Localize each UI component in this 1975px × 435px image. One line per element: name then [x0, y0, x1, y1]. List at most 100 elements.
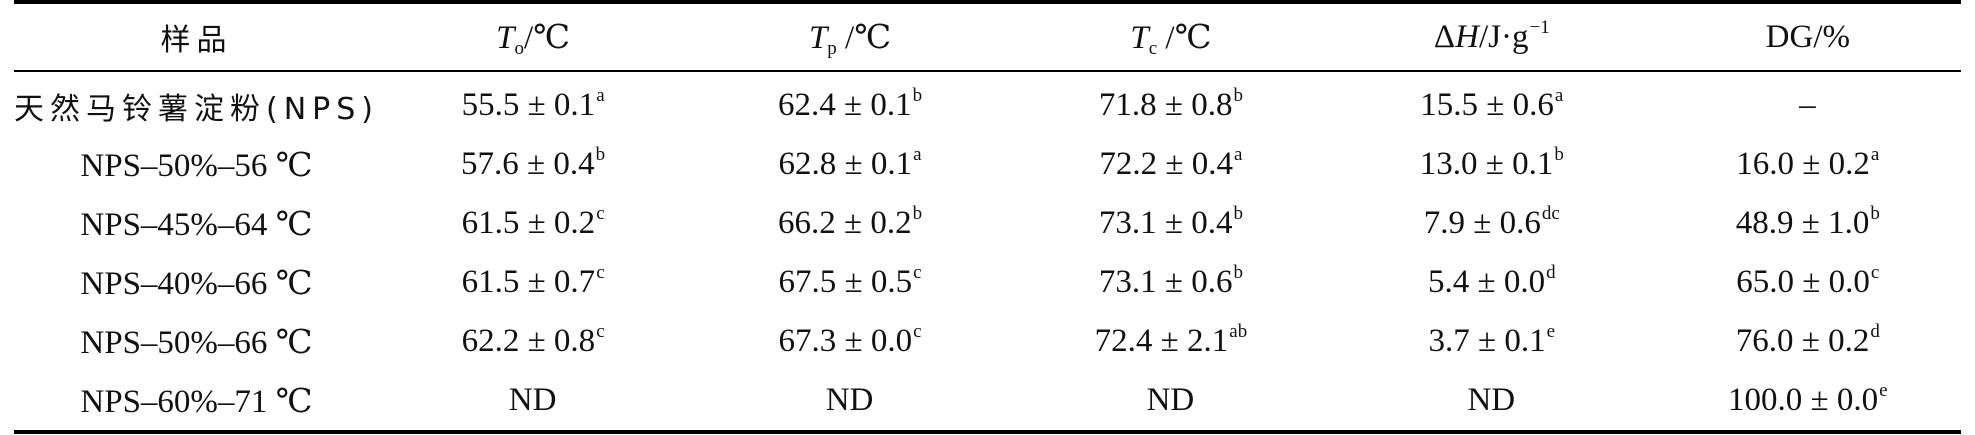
significance-letter: c — [596, 203, 605, 224]
dsc-parameters-table: 样品 To/℃ Tp /℃ Tc /℃ ΔH/J·g−1 DG/% — [14, 0, 1961, 434]
cell-value: 16.0 ± 0.2 — [1736, 146, 1870, 182]
header-sample: 样品 — [14, 0, 379, 72]
cell-dg: 100.0 ± 0.0e — [1654, 371, 1961, 434]
table-row: NPS–45%–64 ℃ 61.5 ± 0.2c 66.2 ± 0.2b 73.… — [14, 194, 1961, 253]
cell-onset: 57.6 ± 0.4b — [379, 135, 687, 194]
cell-dg: – — [1655, 71, 1961, 135]
header-onset-symbol: T — [496, 20, 515, 56]
header-conclusion-subscript: c — [1148, 38, 1158, 59]
sample-name: NPS–60%–71 ℃ — [80, 383, 313, 420]
significance-letter: b — [1870, 203, 1880, 224]
header-peak-temp: Tp /℃ — [687, 0, 1013, 72]
cell-enthalpy: 7.9 ± 0.6dc — [1329, 194, 1655, 253]
cell-enthalpy: 15.5 ± 0.6a — [1329, 71, 1655, 135]
cell-onset: 62.2 ± 0.8c — [379, 312, 687, 371]
header-onset-subscript: o — [514, 38, 524, 59]
cell-peak: 67.5 ± 0.5c — [687, 253, 1013, 312]
cell-value: 66.2 ± 0.2 — [777, 205, 912, 241]
cell-sample: NPS–50%–66 ℃ — [14, 312, 379, 371]
cell-enthalpy: ND — [1328, 371, 1655, 434]
header-onset-unit: /℃ — [523, 20, 571, 56]
cell-enthalpy: 3.7 ± 0.1e — [1329, 312, 1655, 371]
table-row: NPS–50%–66 ℃ 62.2 ± 0.8c 67.3 ± 0.0c 72.… — [14, 312, 1961, 371]
sample-name: NPS–50%–66 ℃ — [80, 324, 313, 361]
header-enthalpy-unit: /J·g — [1478, 18, 1529, 55]
header-peak-subscript: p — [827, 38, 837, 59]
header-sample-label: 样品 — [160, 23, 233, 58]
significance-letter: b — [912, 85, 923, 106]
cell-sample: NPS–60%–71 ℃ — [14, 371, 379, 434]
cell-value: 61.5 ± 0.2 — [461, 205, 596, 241]
cell-dg: 76.0 ± 0.2d — [1655, 312, 1961, 371]
significance-letter: c — [1870, 262, 1880, 283]
significance-letter: c — [913, 321, 922, 342]
table-row: NPS–50%–56 ℃ 57.6 ± 0.4b 62.8 ± 0.1a 72.… — [14, 135, 1961, 194]
significance-letter: ab — [1229, 321, 1248, 342]
table-body: 天然马铃薯淀粉(NPS) 55.5 ± 0.1a 62.4 ± 0.1b 71.… — [14, 71, 1961, 434]
sample-name: NPS–45%–64 ℃ — [80, 206, 313, 243]
cell-value: 72.2 ± 0.4 — [1099, 146, 1234, 182]
significance-letter: b — [595, 144, 606, 165]
significance-letter: d — [1870, 321, 1880, 342]
header-enthalpy-exponent: −1 — [1529, 16, 1550, 38]
cell-sample: NPS–45%–64 ℃ — [14, 194, 379, 253]
cell-dg: 65.0 ± 0.0c — [1655, 253, 1961, 312]
cell-peak: 62.4 ± 0.1b — [687, 71, 1013, 135]
header-enthalpy-symbol: H — [1455, 18, 1479, 55]
significance-letter: a — [1554, 85, 1564, 106]
cell-onset: 61.5 ± 0.7c — [379, 253, 687, 312]
cell-value: 73.1 ± 0.4 — [1098, 205, 1233, 241]
header-peak-unit: /℃ — [836, 20, 892, 56]
significance-letter: d — [1546, 262, 1556, 283]
cell-value: 62.8 ± 0.1 — [778, 146, 913, 182]
header-peak-symbol: T — [808, 20, 828, 56]
sample-name: NPS–50%–56 ℃ — [80, 147, 313, 184]
cell-value: 13.0 ± 0.1 — [1419, 146, 1554, 182]
significance-letter: c — [596, 262, 605, 283]
cell-value: 61.5 ± 0.7 — [461, 264, 596, 300]
table-row: NPS–40%–66 ℃ 61.5 ± 0.7c 67.5 ± 0.5c 73.… — [14, 253, 1961, 312]
cell-value: 62.4 ± 0.1 — [777, 87, 912, 123]
table-header: 样品 To/℃ Tp /℃ Tc /℃ ΔH/J·g−1 DG/% — [14, 0, 1961, 72]
cell-sample: NPS–50%–56 ℃ — [14, 135, 379, 194]
cell-conclusion: 73.1 ± 0.4b — [1013, 194, 1329, 253]
sample-name: NPS–40%–66 ℃ — [80, 265, 313, 302]
cell-value: 100.0 ± 0.0 — [1728, 382, 1879, 418]
cell-sample: 天然马铃薯淀粉(NPS) — [14, 71, 379, 135]
header-enthalpy: ΔH/J·g−1 — [1328, 0, 1655, 72]
significance-letter: b — [1233, 85, 1243, 106]
table-row: NPS–60%–71 ℃ ND ND ND ND 100.0 ± 0.0e — [14, 371, 1961, 434]
significance-letter: c — [913, 262, 922, 283]
cell-conclusion: 73.1 ± 0.6b — [1013, 253, 1329, 312]
significance-letter: a — [1870, 144, 1880, 165]
header-enthalpy-delta: Δ — [1433, 18, 1456, 55]
significance-letter: dc — [1541, 203, 1560, 224]
significance-letter: b — [1233, 203, 1243, 224]
cell-value: 76.0 ± 0.2 — [1735, 323, 1870, 359]
cell-value: 57.6 ± 0.4 — [461, 146, 595, 182]
cell-peak: 66.2 ± 0.2b — [687, 194, 1013, 253]
header-onset-temp: To/℃ — [378, 0, 688, 72]
cell-dg: 16.0 ± 0.2a — [1655, 135, 1961, 194]
header-conclusion-temp: Tc /℃ — [1012, 0, 1329, 72]
data-table-container: 样品 To/℃ Tp /℃ Tc /℃ ΔH/J·g−1 DG/% — [14, 0, 1961, 434]
header-conclusion-unit: /℃ — [1157, 20, 1212, 56]
cell-enthalpy: 5.4 ± 0.0d — [1329, 253, 1655, 312]
significance-letter: a — [913, 144, 922, 165]
cell-value: ND — [508, 382, 557, 418]
cell-dg: 48.9 ± 1.0b — [1655, 194, 1961, 253]
cell-value: 67.5 ± 0.5 — [778, 264, 913, 300]
cell-value: 15.5 ± 0.6 — [1420, 87, 1554, 123]
header-row: 样品 To/℃ Tp /℃ Tc /℃ ΔH/J·g−1 DG/% — [14, 0, 1961, 72]
cell-value: 67.3 ± 0.0 — [778, 323, 913, 359]
cell-value: 71.8 ± 0.8 — [1098, 87, 1233, 123]
cell-sample: NPS–40%–66 ℃ — [14, 253, 379, 312]
cell-value: 7.9 ± 0.6 — [1423, 205, 1541, 241]
significance-letter: c — [596, 321, 605, 342]
sample-name: 天然马铃薯淀粉(NPS) — [14, 91, 379, 127]
cell-value: 73.1 ± 0.6 — [1098, 264, 1233, 300]
cell-peak: 62.8 ± 0.1a — [687, 135, 1013, 194]
cell-onset: ND — [378, 371, 688, 434]
header-degree-gelatinization: DG/% — [1654, 0, 1961, 72]
significance-letter: b — [912, 203, 923, 224]
